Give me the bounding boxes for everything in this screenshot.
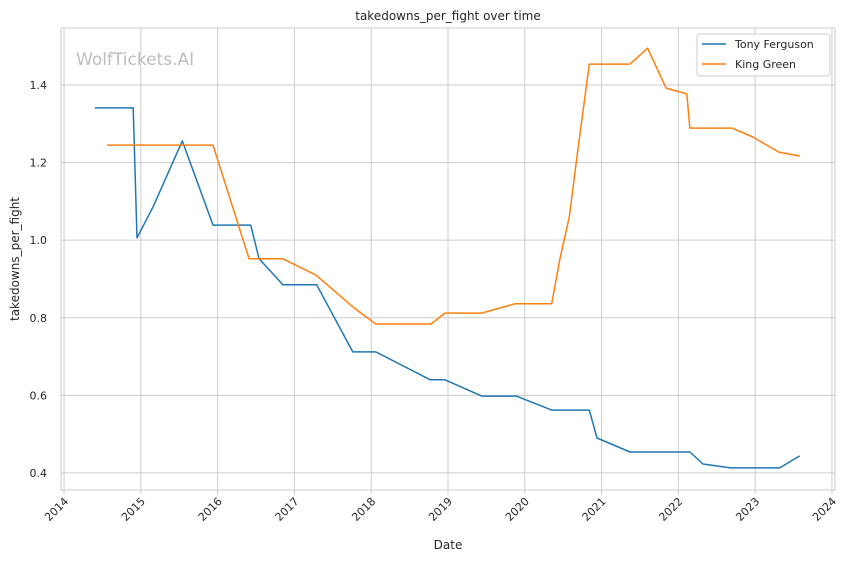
x-tick-label: 2024: [810, 495, 839, 524]
y-tick-label: 0.8: [30, 312, 48, 325]
x-axis-label: Date: [434, 538, 463, 552]
y-tick-label: 0.6: [30, 389, 48, 402]
y-tick-label: 1.4: [30, 79, 48, 92]
y-tick-label: 1.0: [30, 234, 48, 247]
x-tick-label: 2017: [273, 495, 302, 524]
legend-label-tony-ferguson: Tony Ferguson: [734, 38, 814, 51]
x-tick-label: 2019: [426, 495, 455, 524]
x-tick-label: 2021: [580, 495, 609, 524]
y-axis-label: takedowns_per_fight: [8, 197, 22, 321]
legend-box: [696, 33, 831, 77]
legend: Tony Ferguson King Green: [696, 33, 831, 77]
grid: [61, 28, 835, 490]
chart-title: takedowns_per_fight over time: [355, 9, 541, 23]
y-tick-label: 1.2: [30, 157, 48, 170]
series-line-king-green: [107, 47, 800, 325]
x-tick-label: 2014: [42, 495, 71, 524]
watermark: WolfTickets.AI: [76, 50, 194, 70]
x-tick-label: 2023: [733, 495, 762, 524]
x-tick-label: 2020: [503, 495, 532, 524]
x-tick-label: 2016: [196, 495, 225, 524]
series-lines: [94, 47, 801, 469]
y-tick-label: 0.4: [30, 467, 48, 480]
legend-label-king-green: King Green: [735, 58, 796, 71]
x-tick-label: 2015: [119, 495, 148, 524]
series-line-tony-ferguson: [94, 107, 801, 469]
x-tick-label: 2022: [656, 495, 685, 524]
x-tick-label: 2018: [349, 495, 378, 524]
